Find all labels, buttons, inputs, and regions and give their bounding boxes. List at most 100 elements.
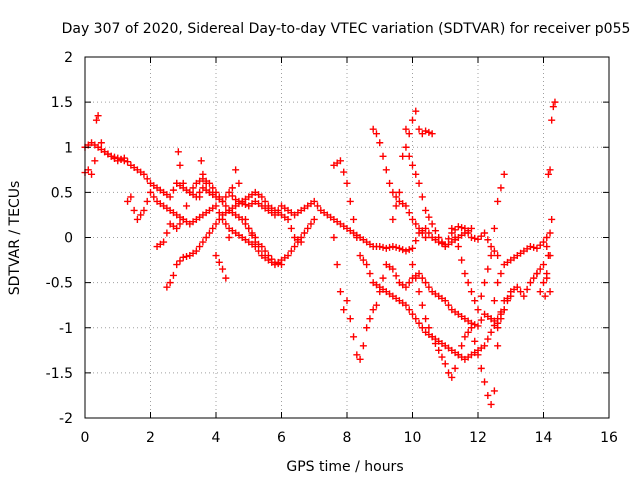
data-point <box>359 256 367 264</box>
data-point <box>405 306 413 314</box>
data-point <box>222 202 230 210</box>
data-point <box>497 270 505 278</box>
data-point <box>183 252 191 260</box>
data-point <box>369 125 377 133</box>
data-point <box>543 270 551 278</box>
data-point <box>487 315 495 323</box>
data-point <box>490 297 498 305</box>
data-point <box>225 234 233 241</box>
data-point <box>205 229 213 237</box>
data-point <box>245 224 253 232</box>
data-point <box>392 243 400 251</box>
data-point <box>441 360 449 368</box>
data-point <box>215 193 223 201</box>
data-point <box>399 246 407 254</box>
series-arc-o <box>487 238 554 323</box>
data-point <box>500 306 508 314</box>
data-point <box>340 168 348 176</box>
data-point <box>438 353 446 361</box>
data-point <box>199 170 207 178</box>
data-point <box>389 243 397 251</box>
data-point <box>353 234 361 241</box>
x-tick-label: 6 <box>277 430 286 446</box>
data-point <box>107 152 115 160</box>
data-point <box>248 229 256 237</box>
data-point <box>445 369 453 377</box>
series-arc-n <box>448 170 508 314</box>
data-point <box>350 333 358 341</box>
data-point <box>425 324 433 332</box>
x-axis-label: GPS time / hours <box>286 459 403 475</box>
data-point <box>536 288 544 296</box>
data-point <box>330 234 338 241</box>
data-point <box>261 197 269 205</box>
data-point <box>412 274 420 282</box>
data-point <box>418 324 426 332</box>
data-point <box>494 197 502 205</box>
data-point <box>425 213 433 221</box>
data-point <box>363 261 371 269</box>
data-point <box>97 139 105 147</box>
data-point <box>179 253 187 261</box>
data-point <box>435 234 443 241</box>
data-point <box>484 236 492 244</box>
data-point <box>133 215 141 223</box>
data-point <box>458 224 466 232</box>
data-point <box>212 220 220 228</box>
data-point <box>140 206 148 214</box>
data-point <box>169 186 177 194</box>
data-point <box>92 116 100 124</box>
data-point <box>402 202 410 210</box>
data-point <box>467 324 475 332</box>
data-point <box>409 261 416 269</box>
data-point <box>382 244 390 252</box>
data-point <box>494 342 502 350</box>
data-point <box>523 285 531 293</box>
data-point <box>205 188 213 196</box>
data-point <box>212 252 220 260</box>
data-point <box>425 229 433 237</box>
data-point <box>461 333 469 341</box>
data-point <box>284 252 292 260</box>
data-point <box>150 193 158 201</box>
data-point <box>415 224 423 232</box>
data-point <box>490 387 498 395</box>
data-point <box>333 261 341 269</box>
data-point <box>471 234 479 242</box>
data-point <box>418 274 426 282</box>
data-point <box>114 154 122 162</box>
data-point <box>409 116 416 124</box>
data-point <box>445 301 453 309</box>
data-point <box>376 139 384 147</box>
data-point <box>526 279 534 287</box>
data-point <box>494 324 502 332</box>
data-point <box>536 265 544 273</box>
data-point <box>389 215 397 223</box>
data-point <box>140 170 148 178</box>
data-point <box>409 244 416 252</box>
data-point <box>189 184 197 192</box>
data-point <box>274 260 282 268</box>
data-point <box>307 220 315 228</box>
data-point <box>183 202 191 210</box>
data-point <box>549 103 557 111</box>
data-point <box>402 125 410 133</box>
series-arc-q <box>533 98 559 296</box>
data-point <box>363 324 371 332</box>
data-point <box>412 237 420 245</box>
data-point <box>435 346 443 354</box>
data-point <box>176 257 184 265</box>
data-point <box>169 271 177 279</box>
x-tick-label: 12 <box>469 430 487 446</box>
series-arc-g <box>212 166 259 282</box>
data-point <box>84 166 92 174</box>
data-point <box>264 252 272 260</box>
data-point <box>209 184 217 192</box>
data-point <box>143 197 151 205</box>
data-point <box>174 148 182 156</box>
data-point <box>271 259 279 267</box>
data-point <box>310 215 318 223</box>
data-point <box>471 337 479 345</box>
data-point <box>369 306 377 314</box>
data-point <box>418 301 426 309</box>
